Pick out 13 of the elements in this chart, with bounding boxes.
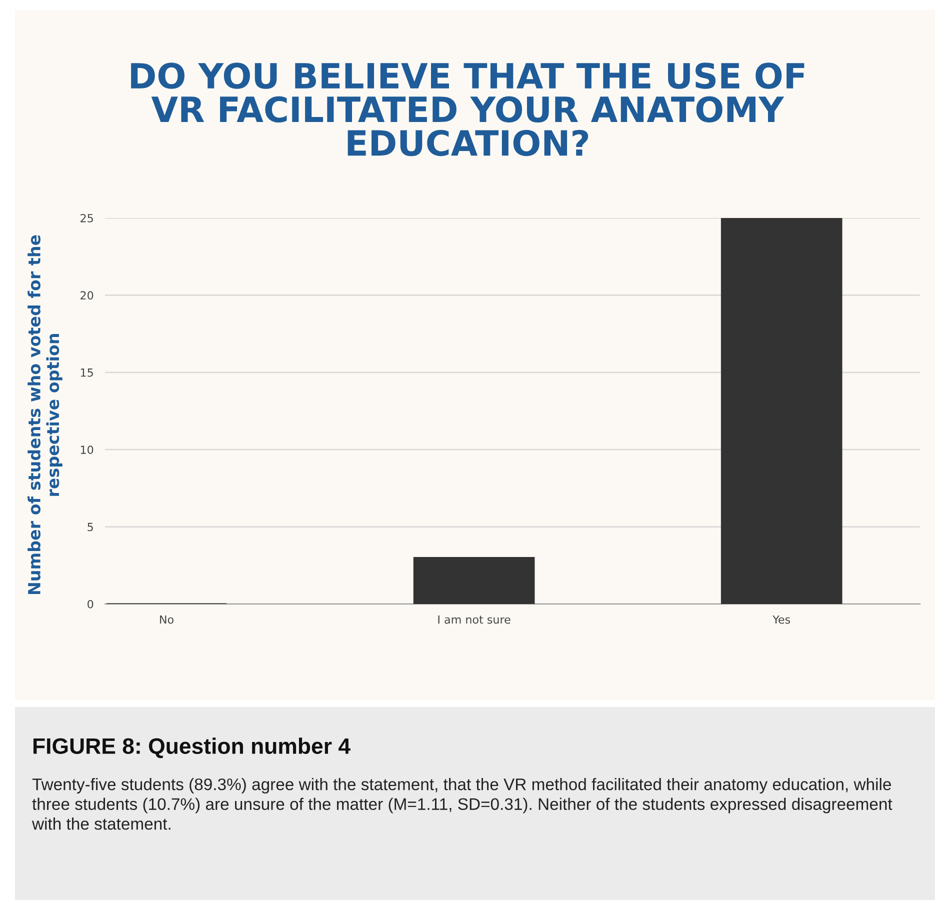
y-tick-label: 0	[88, 600, 94, 608]
y-tick-label: 20	[80, 291, 94, 300]
text: Twenty-five students (89.3%) agree with the statement, that the VR method facilitated their anatomy education, while three students (10.7%) are unsure of the matter (M=1.11, SD=0.31). Neither of the students expressed disagreement with the statement.	[32, 778, 892, 830]
caption: FIGURE 8: Question number 4	[33, 738, 350, 758]
y-tick-label: 5	[88, 522, 93, 532]
y-tick-label: 25	[80, 214, 93, 222]
y-tick-label: 15	[80, 368, 93, 377]
chart-title: DO YOU BELIEVE THAT THE USE OF VR FACILITATED YOUR ANATOMY EDUCATION?	[131, 62, 804, 156]
y-axis-title: Number of students who voted for the respective option	[28, 235, 62, 594]
y-tick-label: 10	[80, 446, 94, 454]
x-tick-label: No	[160, 615, 174, 624]
x-tick-label: Yes	[772, 615, 790, 624]
x-tick-label: I am not sure	[438, 615, 510, 624]
